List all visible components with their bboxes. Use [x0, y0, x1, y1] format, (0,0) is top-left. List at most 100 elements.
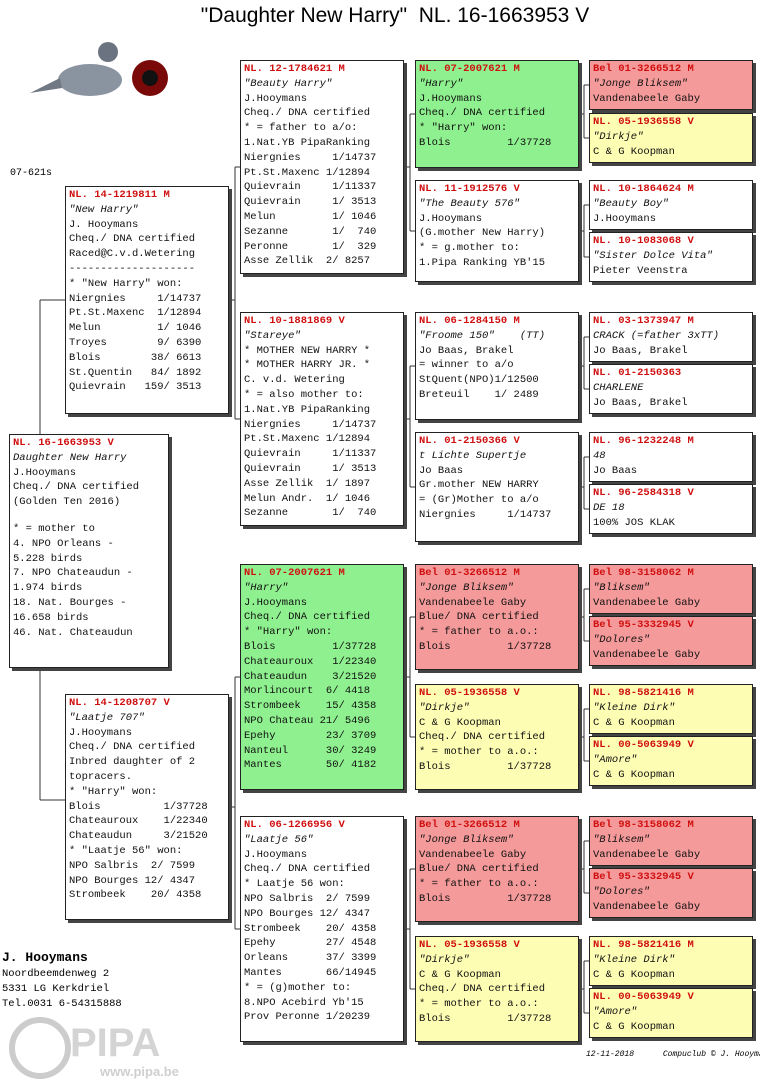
pedigree-line: * = mother to a.o.: [419, 998, 539, 1011]
pedigree-line: 1.Nat.YB PipaRanking [244, 403, 371, 416]
pedigree-line: "Dirkje" [593, 130, 644, 143]
pedigree-line: "Dolores" [593, 885, 650, 898]
pedigree-box: NL. 05-1936558 V "Dirkje" C & G Koopman [589, 113, 753, 163]
pedigree-box: NL. 10-1864624 M "Beauty Boy" J.Hooymans [589, 180, 753, 230]
address-line: Tel.0031 6-54315888 [2, 998, 122, 1010]
pedigree-line: C. v.d. Wetering [244, 374, 345, 387]
pedigree-line: Pt.St.Maxenc 1/12894 [69, 307, 202, 320]
pedigree-box: NL. 00-5063949 V "Amore" C & G Koopman [589, 736, 753, 786]
ring-number: Bel 98-3158062 M [593, 567, 694, 579]
logo-ring [9, 1017, 71, 1079]
pedigree-line: "Kleine Dirk" [593, 701, 675, 714]
pedigree-box: NL. 14-1208707 V "Laatje 707" J.Hooymans Ch… [65, 694, 229, 920]
pedigree-line: Prov Peronne 1/20239 [244, 1011, 371, 1024]
pedigree-line: Strombeek 20/ 4358 [244, 922, 377, 935]
ring-number: NL. 14-1219811 M [69, 189, 170, 201]
pedigree-line: 4. NPO Orleans - [13, 537, 114, 550]
pedigree-line: * "New Harry" won: [69, 277, 183, 290]
pedigree-line: t Lichte Supertje [419, 449, 527, 462]
pedigree-line: Blois 1/37728 [419, 640, 552, 653]
pedigree-line: Blue/ DNA certified [419, 611, 539, 624]
pedigree-line: Niergnies 1/14737 [69, 292, 202, 305]
pedigree-box: NL. 98-5821416 M "Kleine Dirk" C & G Koopm… [589, 684, 753, 734]
pedigree-line: "Sister Dolce Vita" [593, 249, 713, 262]
pedigree-line: Blois 1/37728 [419, 136, 552, 149]
address-line: 5331 LG Kerkdriel [2, 983, 110, 995]
pedigree-line: 8.NPO Acebird Yb'15 [244, 996, 364, 1009]
pedigree-line: Troyes 9/ 6390 [69, 336, 202, 349]
pedigree-line: "New Harry" [69, 203, 139, 216]
pedigree-box: NL. 01-2150363 CHARLENE Jo Baas, Brakel [589, 364, 753, 414]
pedigree-line: Niergnies 1/14737 [244, 151, 377, 164]
pedigree-line: * = also mother to: [244, 388, 364, 401]
logo-brand: PIPA [70, 1021, 160, 1065]
pedigree-box: NL. 05-1936558 V "Dirkje" C & G Koopman Che… [415, 936, 579, 1042]
pedigree-line: Epehy 27/ 4548 [244, 937, 377, 950]
pedigree-line: Cheq./ DNA certified [69, 741, 196, 754]
pedigree-line: Melun 1/ 1046 [244, 210, 377, 223]
pedigree-line: "The Beauty 576" [419, 197, 520, 210]
ring-number: NL. 98-5821416 M [593, 687, 694, 699]
pedigree-line: Strombeek 15/ 4358 [244, 700, 377, 713]
pedigree-line: Asse Zellik 1/ 1897 [244, 477, 371, 490]
pedigree-line: Mantes 66/14945 [244, 966, 377, 979]
pedigree-box: NL. 96-1232248 M 48 Jo Baas [589, 432, 753, 482]
pedigree-box: NL. 05-1936558 V "Dirkje" C & G Koopman Che… [415, 684, 579, 790]
pedigree-box: Bel 95-3332945 V "Dolores" Vandenabeele Ga… [589, 868, 753, 918]
pedigree-line: * = mother to [13, 522, 95, 535]
ring-number: NL. 96-1232248 M [593, 435, 694, 447]
pedigree-line: St.Quentin 84/ 1892 [69, 366, 202, 379]
pedigree-line: Cheq./ DNA certified [244, 107, 371, 120]
bird-body [58, 64, 122, 96]
pedigree-line: 7. NPO Chateaudun - [13, 567, 133, 580]
pedigree-line: C & G Koopman [419, 968, 501, 981]
pedigree-line: Pt.St.Maxenc 1/12894 [244, 433, 371, 446]
pedigree-line: J. Hooymans [69, 218, 139, 231]
pedigree-line: Jo Baas, Brakel [593, 396, 688, 409]
pedigree-box: NL. 11-1912576 V "The Beauty 576" J.Hooyma… [415, 180, 579, 282]
pedigree-line: * = father to a.o.: [419, 878, 539, 891]
pedigree-line: "Bliksem" [593, 833, 650, 846]
pedigree-line: J.Hooymans [244, 92, 308, 105]
pedigree-box: NL. 01-2150366 V t Lichte Supertje Jo Baas… [415, 432, 579, 542]
pedigree-line: "Jonge Bliksem" [419, 833, 514, 846]
pedigree-box: Bel 01-3266512 M "Jonge Bliksem" Vandenabe… [589, 60, 753, 110]
pedigree-box: NL. 96-2584318 V DE 18 100% JOS KLAK [589, 484, 753, 534]
pedigree-line: Blois 1/37728 [244, 640, 377, 653]
ring-number: NL. 01-2150366 V [419, 435, 520, 447]
bird-head [98, 42, 118, 62]
pedigree-line: Cheq./ DNA certified [69, 233, 196, 246]
pedigree-line: * MOTHER NEW HARRY * [244, 344, 371, 357]
pedigree-line: Vandenabeele Gaby [593, 900, 701, 913]
pedigree-line: "Dirkje" [419, 953, 470, 966]
pedigree-line: "Harry" [419, 77, 464, 90]
pedigree-line: Peronne 1/ 329 [244, 240, 377, 253]
pedigree-box: Bel 98-3158062 M "Bliksem" Vandenabeele Ga… [589, 816, 753, 866]
pupil [142, 70, 158, 86]
bird-logo [30, 42, 168, 96]
pedigree-line: Asse Zellik 2/ 8257 [244, 255, 371, 268]
pedigree-line: 1.974 birds [13, 582, 83, 595]
pedigree-line: topracers. [69, 770, 133, 783]
pedigree-line: 100% JOS KLAK [593, 516, 675, 529]
pedigree-box: Bel 95-3332945 V "Dolores" Vandenabeele Ga… [589, 616, 753, 666]
pedigree-line: Quievrain 1/11337 [244, 448, 377, 461]
pedigree-line: Jo Baas, Brakel [593, 344, 688, 357]
pedigree-line: StQuent(NPO)1/12500 [419, 374, 539, 387]
pedigree-line: Blois 1/37728 [419, 760, 552, 773]
pedigree-line: = winner to a/o [419, 359, 514, 372]
pedigree-line: C & G Koopman [593, 768, 675, 781]
pedigree-line: * = father to a/o: [244, 122, 358, 135]
pedigree-line: Chateaudun 3/21520 [244, 670, 377, 683]
ring-number: NL. 05-1936558 V [419, 687, 520, 699]
pedigree-line: Blois 1/37728 [419, 892, 552, 905]
address-line: Noordbeemdenweg 2 [2, 968, 110, 980]
pedigree-line: "Laatje 707" [69, 711, 145, 724]
pedigree-line: * MOTHER HARRY JR. * [244, 359, 371, 372]
pedigree-box: NL. 14-1219811 M "New Harry" J. Hooymans Ch… [65, 186, 229, 414]
pedigree-line: Melun Andr. 1/ 1046 [244, 492, 371, 505]
pedigree-line: Orleans 37/ 3399 [244, 952, 377, 965]
pedigree-box: Bel 01-3266512 M "Jonge Bliksem" Vandenabe… [415, 816, 579, 922]
pedigree-line: Strombeek 20/ 4358 [69, 889, 202, 902]
pedigree-line: "Froome 150" (TT) [419, 329, 546, 342]
